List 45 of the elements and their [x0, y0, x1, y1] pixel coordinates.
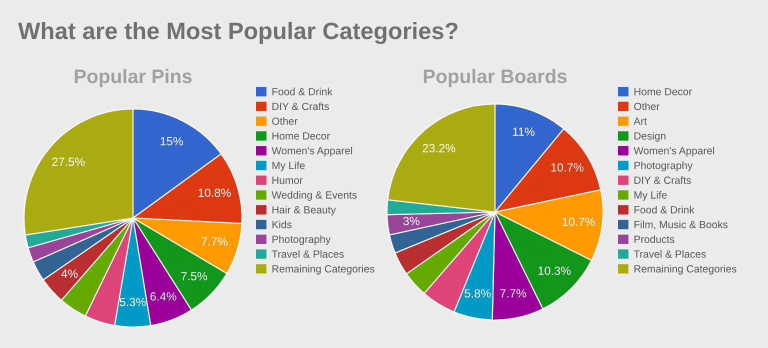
legend-label: Art [634, 118, 647, 125]
legend-label: Travel & Places [272, 250, 344, 258]
legend-label: Other [634, 102, 660, 110]
data-label: 11% [513, 128, 534, 136]
legend-label: Travel & Places [634, 250, 706, 258]
legend-label: Remaining Categories [272, 264, 374, 275]
data-label: 3% [403, 216, 420, 226]
legend-label: Food & Drink [272, 88, 332, 96]
legend-label: Design [634, 132, 666, 142]
chart-subtitle: Popular Pins [74, 68, 192, 88]
data-label: 10.8% [198, 188, 231, 197]
data-label: 5.8% [464, 289, 491, 298]
legend-label: Photography [272, 235, 331, 246]
data-label: 4% [61, 269, 78, 278]
legend-label: Humor [272, 176, 303, 184]
data-label: 10.3% [538, 266, 571, 275]
data-label: 7.5% [181, 272, 208, 280]
data-label: 7.7% [202, 237, 228, 246]
legend-label: Film, Music & Books [634, 220, 728, 230]
legend-label: Hair & Beauty [272, 206, 336, 216]
legend-label: Food & Drink [634, 206, 694, 214]
legend-label: DIY & Crafts [272, 102, 329, 110]
legend-label: Home Decor [634, 88, 692, 96]
legend-label: Products [634, 235, 674, 243]
legend-label: Women's Apparel [634, 146, 714, 156]
legend-label: My Life [272, 162, 305, 172]
legend-label: Women's Apparel [272, 146, 352, 156]
legend-label: My Life [634, 191, 667, 201]
legend-label: Other [272, 117, 298, 125]
data-label: 7.7% [500, 289, 526, 298]
data-label: 23.2% [422, 144, 456, 152]
data-label: 10.7% [562, 218, 595, 226]
data-label: 6.4% [150, 292, 176, 301]
legend-label: Photography [634, 162, 693, 172]
legend-label: Home Decor [272, 132, 330, 140]
data-label: 27.5% [52, 158, 85, 166]
chart-title: What are the Most Popular Categories? [18, 22, 458, 44]
chart-subtitle: Popular Boards [424, 68, 567, 88]
data-label: 15% [160, 137, 183, 146]
data-label: 5.3% [120, 298, 146, 306]
legend-label: Kids [272, 220, 292, 228]
legend-label: Remaining Categories [634, 264, 736, 275]
legend-label: Wedding & Events [272, 191, 357, 201]
data-label: 10.7% [551, 163, 584, 172]
legend-label: DIY & Crafts [634, 176, 691, 184]
